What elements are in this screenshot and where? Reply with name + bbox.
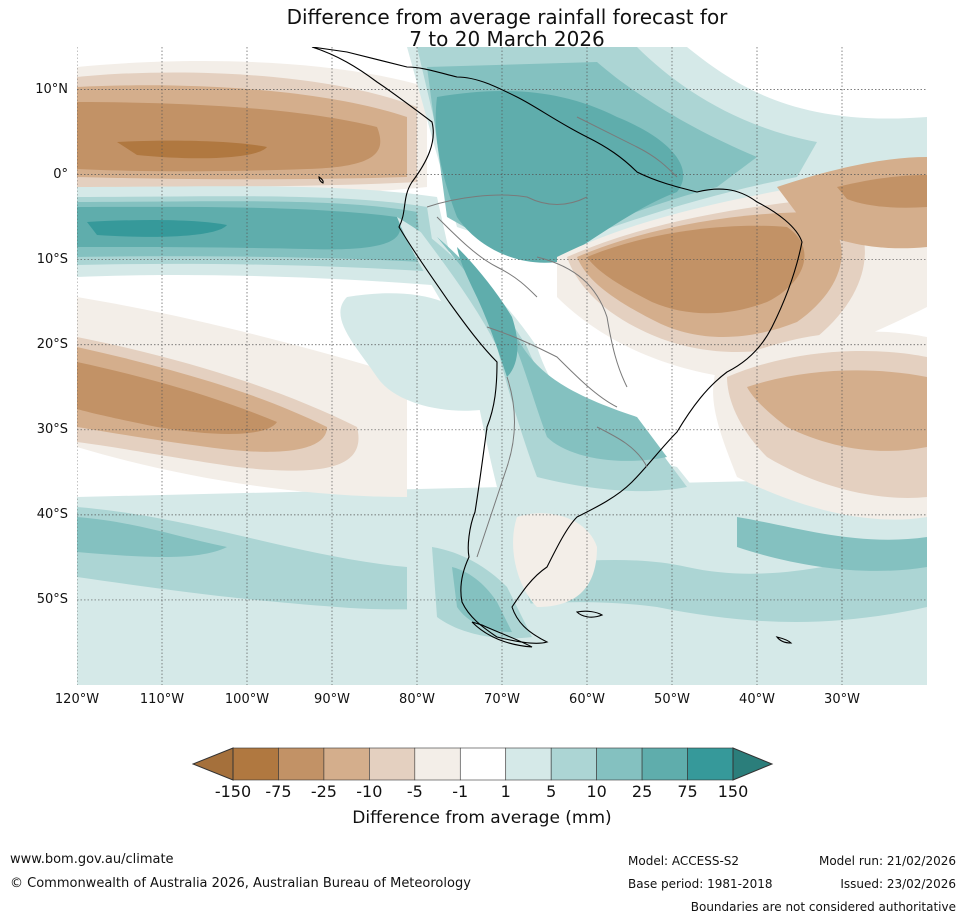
model-name: Model: ACCESS-S2 <box>628 854 740 868</box>
colorbar-tick: -75 <box>265 782 292 801</box>
colorbar-cell <box>278 747 325 781</box>
lon-label-110w: 110°W <box>139 692 185 707</box>
lat-label-20s: 20°S <box>36 336 68 352</box>
amazon-wet-25 <box>435 91 684 263</box>
andes-wet-10 <box>437 237 667 461</box>
colorbar-cell <box>687 747 734 781</box>
colorbar-tick: 150 <box>717 782 749 801</box>
galapagos-coast <box>318 175 324 184</box>
coastline-layer <box>311 47 803 648</box>
border-segment-7 <box>576 116 678 178</box>
lon-label-50w: 50°W <box>654 692 690 707</box>
border-segment-2 <box>436 216 538 298</box>
lon-label-100w: 100°W <box>224 692 270 707</box>
border-segment-3 <box>536 256 628 388</box>
lat-label-50s: 50°S <box>36 591 68 607</box>
anomaly-fill-layer <box>77 47 927 685</box>
issued-date: Issued: 23/02/2026 <box>840 877 956 891</box>
lon-label-40w: 40°W <box>739 692 775 707</box>
eq-pacific-wet-75 <box>87 220 227 237</box>
tierra-del-fuego-coast <box>471 621 533 648</box>
border-segment-4 <box>486 326 618 408</box>
colorbar-tick: 25 <box>631 782 653 801</box>
colorbar-tick: 1 <box>500 782 511 801</box>
border-segment-1 <box>426 194 588 208</box>
colorbar-cell <box>459 747 507 781</box>
lon-label-60w: 60°W <box>569 692 605 707</box>
lon-label-80w: 80°W <box>399 692 435 707</box>
southern-ocean-wet-band <box>77 507 927 622</box>
colorbar-tick: -1 <box>452 782 469 801</box>
colorbar-under-arrow <box>192 747 234 781</box>
argentina-dry <box>513 513 597 607</box>
map-title-line-1: Difference from average rainfall forecas… <box>286 5 728 29</box>
border-segment-6 <box>596 426 648 468</box>
colorbar-cell <box>550 747 597 781</box>
spacific-dry-25 <box>77 362 277 434</box>
lon-label-90w: 90°W <box>314 692 350 707</box>
south-america-coastline <box>311 47 803 644</box>
colorbar-tick: -25 <box>310 782 337 801</box>
southern-ocean-wet-core <box>77 517 227 557</box>
npacific-dry-150 <box>117 140 267 159</box>
south-atlantic-wet-band <box>737 517 927 571</box>
colorbar-cell <box>505 747 552 781</box>
eq-atlantic-dry-core <box>837 175 927 208</box>
lon-label-70w: 70°W <box>484 692 520 707</box>
colorbar-label: Difference from average (mm) <box>352 808 612 828</box>
lat-label-30s: 30°S <box>36 421 68 437</box>
colorbar-cell <box>641 747 688 781</box>
colorbar-tick: 75 <box>677 782 698 801</box>
eq-pacific-wet-25 <box>77 206 401 250</box>
colorbar-tick: 10 <box>586 782 607 801</box>
border-segment-5 <box>476 376 515 558</box>
lat-label-40s: 40°S <box>36 506 68 522</box>
base-period: Base period: 1981-2018 <box>628 877 773 891</box>
colorbar-tick: -10 <box>356 782 383 801</box>
boundaries-disclaimer: Boundaries are not considered authoritat… <box>690 900 956 914</box>
colorbar-cell <box>369 747 416 781</box>
colorbar-cell <box>323 747 370 781</box>
colorbar-cell <box>414 747 461 781</box>
map-title-line-2: 7 to 20 March 2026 <box>409 27 605 51</box>
falklands-coast <box>575 610 604 618</box>
satlantic-dry-10 <box>747 370 927 451</box>
lat-label-10s: 10°S <box>36 251 68 267</box>
copyright-text: © Commonwealth of Australia 2026, Austra… <box>10 876 471 891</box>
graticule-layer <box>77 47 927 685</box>
patagonia-wet-10 <box>452 567 512 632</box>
colorbar-tick: -5 <box>406 782 423 801</box>
colorbar-over-arrow <box>732 747 774 781</box>
lat-label-10n: 10°N <box>35 81 68 97</box>
colorbar-cell <box>596 747 643 781</box>
national-boundary-layer <box>426 116 678 558</box>
rainfall-anomaly-map <box>77 47 927 685</box>
colorbar-legend <box>192 747 774 781</box>
website-link[interactable]: www.bom.gov.au/climate <box>10 852 174 867</box>
colorbar-tick: -150 <box>214 782 252 801</box>
colorbar-cell <box>232 747 279 781</box>
south-georgia-coast <box>775 636 793 644</box>
lon-label-30w: 30°W <box>824 692 860 707</box>
brazil-dry-25 <box>587 225 805 314</box>
lon-label-120w: 120°W <box>54 692 100 707</box>
model-run-date: Model run: 21/02/2026 <box>818 854 956 868</box>
colorbar-tick: 5 <box>546 782 557 801</box>
lat-label-0: 0° <box>53 166 68 182</box>
